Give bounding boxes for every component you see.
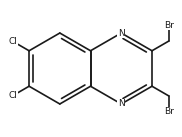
Text: N: N bbox=[118, 99, 125, 109]
Text: N: N bbox=[118, 28, 125, 38]
Text: Cl: Cl bbox=[9, 91, 17, 100]
Text: Cl: Cl bbox=[9, 37, 17, 46]
Text: Br: Br bbox=[164, 107, 174, 116]
Text: Br: Br bbox=[164, 21, 174, 30]
